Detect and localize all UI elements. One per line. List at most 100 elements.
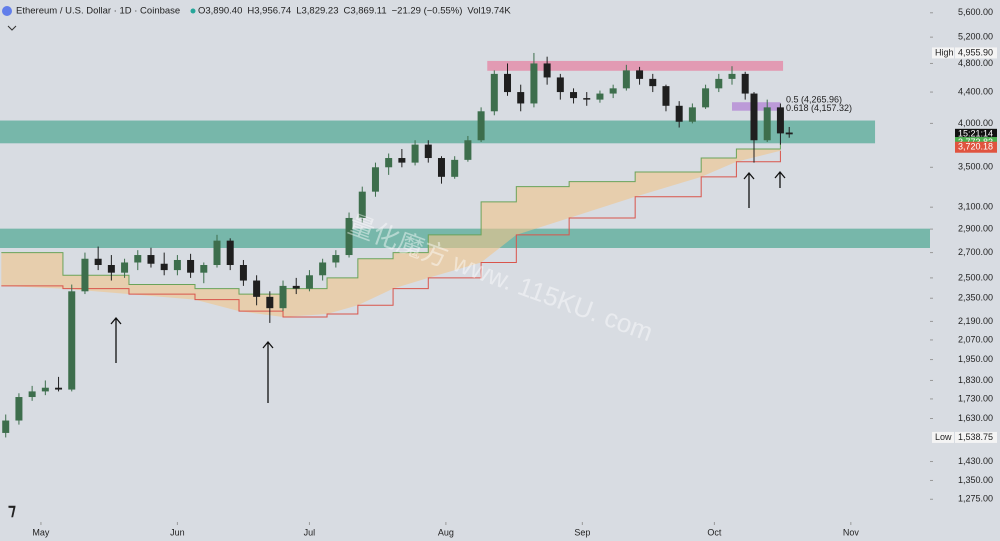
x-tick-label: Nov: [843, 527, 860, 537]
candle-body: [543, 63, 551, 78]
header-stat: H3,956.74: [247, 6, 291, 17]
candle-body: [253, 280, 261, 297]
y-tick-label: 3,500.00: [958, 162, 993, 172]
candle-body: [134, 255, 142, 263]
candle-body: [147, 255, 155, 264]
candle-body: [596, 93, 604, 100]
price-label-box: [955, 47, 997, 59]
y-tick-label: 3,100.00: [958, 202, 993, 212]
y-tick-label: 2,350.00: [958, 293, 993, 303]
price-label-box: [955, 141, 997, 153]
fib-label: 0.5 (4,265.96): [786, 95, 842, 105]
candle-body: [213, 240, 221, 266]
y-tick-label: 2,900.00: [958, 223, 993, 233]
price-tag: Low: [935, 432, 952, 442]
candle-body: [763, 107, 771, 141]
price-tag-box: [932, 47, 954, 59]
candle-body: [279, 285, 287, 309]
cloud-upper: [1, 143, 781, 295]
candle-body: [715, 78, 723, 89]
price-label: 15:21:14: [958, 129, 993, 139]
candle-body: [332, 255, 340, 263]
y-tick-label: 2,700.00: [958, 247, 993, 257]
collapse-icon[interactable]: [7, 25, 17, 31]
cloud-fill: [1, 143, 781, 317]
status-dot: [190, 8, 196, 14]
candle-body: [173, 259, 181, 271]
candle-body: [385, 158, 393, 168]
header-stat: O3,890.40: [198, 6, 242, 17]
candle-body: [239, 265, 247, 281]
candle-body: [358, 191, 366, 218]
candle-body: [160, 263, 168, 271]
y-tick-label: 4,800.00: [958, 58, 993, 68]
candle-body: [68, 291, 76, 390]
candle-body: [517, 92, 525, 104]
fib-label: 0.618 (4,157.32): [786, 103, 852, 113]
y-tick-label: 1,630.00: [958, 413, 993, 423]
candle-body: [371, 167, 379, 192]
x-tick-label: Aug: [438, 527, 454, 537]
header-stat: −21.29 (−0.55%): [392, 6, 463, 17]
price-axis: [930, 0, 1000, 541]
candle-body: [305, 275, 313, 289]
candle-body: [490, 73, 498, 112]
candle-body: [28, 391, 36, 398]
price-label-box: [955, 128, 997, 140]
candle-body: [504, 73, 512, 93]
y-tick-label: 5,600.00: [958, 7, 993, 17]
candle-body: [187, 259, 195, 273]
x-tick-label: Oct: [707, 527, 722, 537]
candle-body: [15, 397, 23, 421]
candle-body: [94, 258, 102, 266]
candle-body: [437, 158, 445, 177]
annotation-arrows: [110, 170, 786, 403]
y-tick-label: 2,190.00: [958, 316, 993, 326]
y-tick-label: 2,500.00: [958, 272, 993, 282]
candle-body: [776, 107, 784, 134]
x-tick-label: May: [32, 527, 50, 537]
plot-area: [0, 52, 956, 438]
candle-body: [675, 105, 683, 122]
price-label: 1,538.75: [958, 432, 993, 442]
candle-body: [530, 63, 538, 104]
y-tick-label: 1,275.00: [958, 494, 993, 504]
cloud-lower: [1, 150, 781, 318]
price-tag-box: [932, 431, 954, 443]
candle-body: [345, 217, 353, 256]
header-stats: O3,890.40 H3,956.74 L3,829.23 C3,869.11 −21.…: [190, 6, 511, 17]
candle-body: [741, 73, 749, 94]
candle-body: [81, 258, 89, 292]
header-stat: Vol19.74K: [467, 6, 511, 17]
candle-body: [41, 387, 49, 392]
candle-body: [570, 92, 578, 99]
candle-body: [702, 88, 710, 108]
y-tick-label: 5,200.00: [958, 32, 993, 42]
candle-body: [688, 107, 696, 122]
y-tick-label: 1,830.00: [958, 375, 993, 385]
candle-body: [662, 86, 670, 106]
candle-body: [451, 159, 459, 177]
candle-body: [266, 296, 274, 309]
candle-body: [750, 93, 758, 141]
candle-body: [319, 262, 327, 276]
candle-body: [200, 265, 208, 273]
candle-body: [609, 88, 617, 94]
candle-body: [398, 158, 406, 163]
candle-body: [622, 70, 630, 89]
price-label-box: [955, 431, 997, 443]
candle-body: [636, 70, 644, 79]
candle-body: [55, 387, 63, 390]
candle-body: [556, 77, 564, 93]
coin-icon: [2, 6, 12, 16]
y-tick-label: 1,730.00: [958, 393, 993, 403]
candle-body: [583, 98, 591, 100]
y-tick-label: 1,950.00: [958, 354, 993, 364]
candle-body: [292, 285, 300, 289]
tv-logo[interactable]: ⁊: [8, 502, 16, 519]
time-axis: [0, 522, 1000, 541]
candle-body: [649, 78, 657, 87]
y-tick-label: 4,000.00: [958, 118, 993, 128]
